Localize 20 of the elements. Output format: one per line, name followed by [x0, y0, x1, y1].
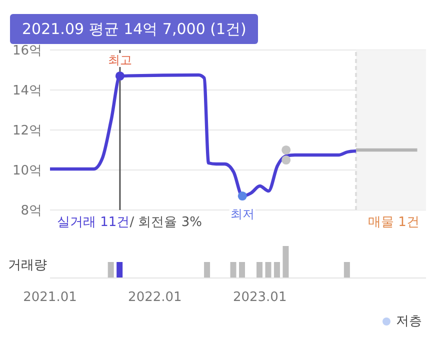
text: 2021.09 평균 14억 7,000 (1건) — [10, 14, 258, 44]
text: 매물 1건 — [368, 214, 420, 231]
x-tick-label: 2022.01 — [128, 290, 182, 306]
point — [115, 71, 124, 81]
text: / 회전율 3% — [130, 215, 202, 230]
y-tick-label: 8억 — [20, 204, 42, 219]
point — [238, 191, 247, 201]
point — [282, 145, 291, 155]
y-tick-label: 14억 — [12, 84, 42, 99]
x-tick-label: 2021.01 — [23, 290, 77, 306]
y-tick-label: 12억 — [12, 124, 42, 139]
x-tick-label: 2023.01 — [232, 290, 287, 306]
legend-label: 저층 — [395, 313, 422, 330]
annotation: 최저 — [230, 207, 254, 221]
text: 실거래 11건 — [57, 215, 130, 230]
y-tick-label: 10억 — [12, 164, 42, 179]
y-axis-title: 거래량 — [8, 257, 47, 274]
point — [282, 155, 291, 165]
y-tick-label: 16억 — [12, 44, 42, 59]
annotation: 최고 — [108, 53, 132, 67]
